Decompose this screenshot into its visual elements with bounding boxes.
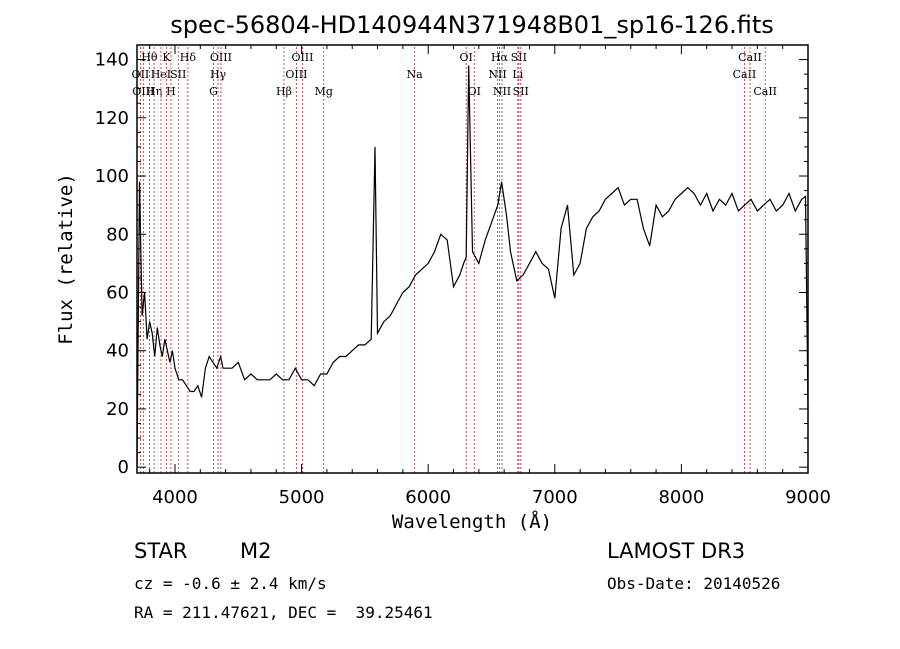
line-marker-label-5: K <box>162 51 171 64</box>
x-axis: 4000 5000 6000 7000 8000 9000 <box>149 45 831 508</box>
chart-title: spec-56804-HD140944N371948B01_sp16-126.f… <box>170 11 774 39</box>
line-marker-label-20: Hα <box>491 51 509 64</box>
line-marker-label-3: Hη <box>146 85 162 98</box>
y-axis: 0 20 40 60 80 100 120 140 <box>95 50 808 478</box>
line-marker-label-12: Hβ <box>276 85 292 98</box>
line-marker-label-23: SII <box>511 51 527 64</box>
y-axis-label: Flux (relative) <box>55 173 77 345</box>
line-marker-label-9: G <box>209 85 218 98</box>
obs-date-text: Obs-Date: 20140526 <box>607 574 781 593</box>
line-marker-label-24: SII <box>513 85 529 98</box>
x-tick-label-5: 9000 <box>785 487 831 508</box>
x-tick-label-3: 7000 <box>532 487 578 508</box>
x-tick-label-1: 5000 <box>279 487 325 508</box>
line-marker-label-27: CaII <box>753 85 777 98</box>
line-marker-label-17: OI <box>459 51 472 64</box>
survey-name: LAMOST DR3 <box>607 539 746 563</box>
y-tick-label-7: 140 <box>95 50 129 71</box>
object-class: STAR <box>134 539 188 563</box>
line-marker-label-19: NII <box>488 68 506 81</box>
spectrum-line <box>136 65 809 468</box>
line-marker-label-15: Mg <box>315 85 333 98</box>
line-marker-label-6: H <box>166 85 176 98</box>
y-tick-label-4: 80 <box>106 224 129 245</box>
x-tick-label-0: 4000 <box>152 487 198 508</box>
y-tick-label-5: 100 <box>95 166 129 187</box>
line-marker-label-25: CaII <box>733 68 757 81</box>
y-tick-label-6: 120 <box>95 108 129 129</box>
coordinates-text: RA = 211.47621, DEC = 39.25461 <box>134 603 433 622</box>
line-marker-label-21: NII <box>493 85 511 98</box>
x-axis-label: Wavelength (Å) <box>392 510 552 533</box>
object-subclass: M2 <box>240 539 272 563</box>
line-marker-label-2: Hθ <box>141 51 158 64</box>
y-tick-label-0: 0 <box>118 457 129 478</box>
y-tick-label-3: 60 <box>106 282 129 303</box>
redshift-text: cz = -0.6 ± 2.4 km/s <box>134 574 327 593</box>
line-marker-label-4: HeI <box>151 68 171 81</box>
line-marker-label-26: CaII <box>738 51 762 64</box>
line-marker-label-11: OIII <box>210 51 232 64</box>
line-marker-label-7: SII <box>170 68 186 81</box>
y-tick-label-2: 40 <box>106 341 129 362</box>
x-tick-label-2: 6000 <box>405 487 451 508</box>
line-marker-label-16: Na <box>407 68 424 81</box>
line-marker-label-22: Li <box>512 68 523 81</box>
line-marker-label-14: OIII <box>291 51 313 64</box>
plot-frame <box>136 44 809 474</box>
line-marker-label-10: Hγ <box>210 68 227 81</box>
x-tick-label-4: 8000 <box>658 487 704 508</box>
line-marker-label-18: OI <box>468 85 481 98</box>
line-marker-label-8: Hδ <box>180 51 197 64</box>
y-tick-label-1: 20 <box>106 399 129 420</box>
line-markers: OIIOIIIHθHηHeIKHSIIHδGHγOIIIHβOIIIOIIIMg… <box>132 47 777 473</box>
line-marker-label-13: OIII <box>285 68 307 81</box>
